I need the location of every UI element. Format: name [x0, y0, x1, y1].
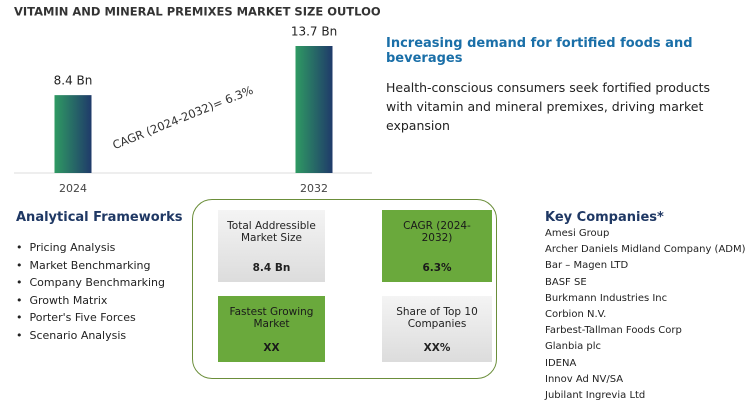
summary-box: Share of Top 10 Companies XX% [382, 296, 492, 362]
headline: Increasing demand for fortified foods an… [386, 36, 746, 135]
company-item: BASF SE [545, 276, 587, 288]
value-label: 8.4 Bn [54, 74, 93, 88]
summary-box: Fastest Growing Market XX [218, 296, 325, 362]
company-item: Jubilant Ingrevia Ltd [545, 389, 646, 401]
box-value: 6.3% [422, 262, 452, 274]
framework-item: Porter's Five Forces [16, 311, 182, 329]
bar [295, 46, 333, 173]
chart-title: VITAMIN AND MINERAL PREMIXES MARKET SIZE… [14, 5, 380, 19]
company-item: Farbest-Tallman Foods Corp [545, 325, 682, 337]
headline-title: Increasing demand for fortified foods an… [386, 36, 693, 66]
companies-list: Amesi Group Archer Daniels Midland Compan… [545, 228, 746, 406]
company-item: IDENA [545, 357, 577, 369]
frameworks: Analytical Frameworks Pricing AnalysisMa… [16, 210, 182, 346]
chart: VITAMIN AND MINERAL PREMIXES MARKET SIZE… [14, 5, 380, 195]
company-item: Bar – Magen LTD [545, 260, 629, 272]
headline-text: Health-conscious consumers seek fortifie… [386, 80, 711, 133]
summary-box: CAGR (2024-2032) 6.3% [382, 210, 492, 282]
x-tick-label: 2032 [300, 182, 328, 195]
x-tick-label: 2024 [59, 182, 87, 195]
box-label: Share of Top 10 Companies [396, 306, 478, 330]
companies-title: Key Companies* [545, 210, 664, 225]
box-label: Total Addressible Market Size [227, 220, 316, 244]
value-label: 13.7 Bn [291, 25, 337, 39]
companies: Key Companies* Amesi Group Archer Daniels… [545, 210, 746, 406]
company-item: Innov Ad NV/SA [545, 373, 624, 385]
company-item: Archer Daniels Midland Company (ADM) [545, 244, 746, 256]
annotation: CAGR (2024-2032)= 6.3% [110, 83, 255, 152]
company-item: Corbion N.V. [545, 308, 607, 320]
box-value: 8.4 Bn [252, 262, 291, 274]
framework-item: Market Benchmarking [16, 259, 182, 277]
framework-item: Company Benchmarking [16, 276, 182, 294]
box-label: CAGR (2024-2032) [403, 220, 471, 244]
frameworks-list: Pricing AnalysisMarket BenchmarkingCompa… [16, 241, 182, 346]
summary-panel [192, 199, 497, 379]
summary-box: Total Addressible Market Size 8.4 Bn [218, 210, 325, 282]
company-item: Amesi Group [545, 228, 610, 239]
company-item: Glanbia plc [545, 341, 602, 353]
box-value: XX% [423, 342, 451, 354]
company-item: Burkmann Industries Inc [545, 292, 668, 304]
box-label: Fastest Growing Market [229, 306, 314, 330]
framework-item: Scenario Analysis [16, 329, 182, 347]
box-value: XX [263, 342, 280, 354]
framework-item: Pricing Analysis [16, 241, 182, 259]
frameworks-title: Analytical Frameworks [16, 210, 183, 225]
bar [54, 95, 92, 173]
framework-item: Growth Matrix [16, 294, 182, 312]
